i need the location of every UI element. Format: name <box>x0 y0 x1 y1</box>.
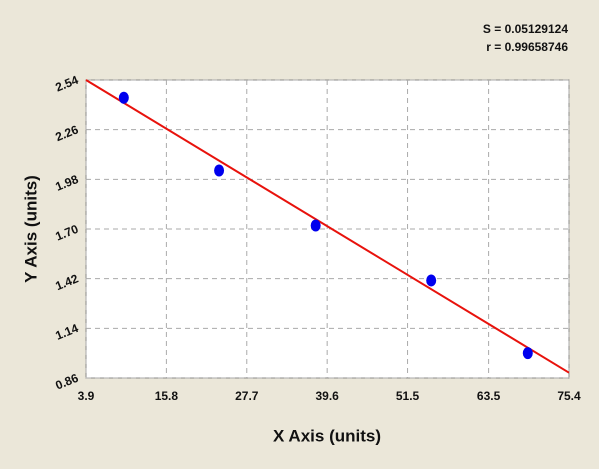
x-tick-label: 51.5 <box>396 389 420 403</box>
x-axis-label: X Axis (units) <box>273 426 381 445</box>
x-tick-label: 39.6 <box>315 389 339 403</box>
y-tick-label: 2.54 <box>53 73 80 95</box>
data-point <box>310 219 321 232</box>
y-tick-label: 0.86 <box>53 371 80 393</box>
data-point <box>214 164 225 177</box>
data-point <box>522 347 533 360</box>
x-tick-label: 63.5 <box>477 389 501 403</box>
data-point <box>426 274 437 287</box>
y-tick-label: 1.70 <box>53 222 80 244</box>
fit-line <box>85 79 570 374</box>
y-tick-label: 2.26 <box>53 122 80 144</box>
y-tick-label: 1.42 <box>53 271 80 293</box>
annotation: S = 0.05129124 <box>483 22 568 36</box>
y-axis-label: Y Axis (units) <box>21 175 40 283</box>
y-tick-label: 1.14 <box>53 321 80 343</box>
y-tick-label: 1.98 <box>53 172 80 194</box>
x-tick-label: 3.9 <box>78 389 95 403</box>
x-tick-label: 75.4 <box>557 389 581 403</box>
annotation: r = 0.99658746 <box>486 40 568 54</box>
x-tick-label: 27.7 <box>235 389 259 403</box>
data-point <box>118 91 129 104</box>
x-tick-label: 15.8 <box>155 389 179 403</box>
